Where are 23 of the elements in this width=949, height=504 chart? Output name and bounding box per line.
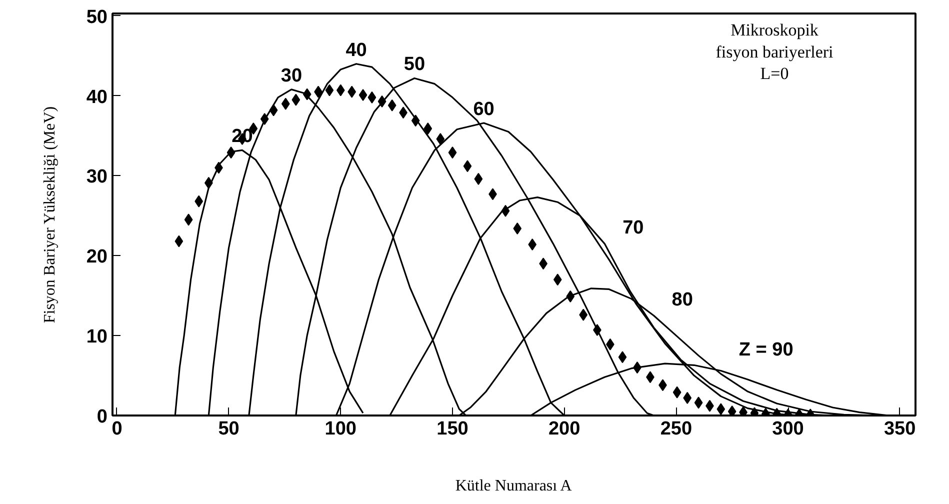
- x-axis-title: Kütle Numarası A: [455, 478, 572, 494]
- y-tick-label: 30: [86, 166, 108, 188]
- y-tick-label: 40: [86, 86, 108, 108]
- series-label: 40: [346, 40, 367, 61]
- series-label: 50: [404, 54, 426, 76]
- x-tick-label: 250: [660, 418, 692, 440]
- series-label: 80: [672, 290, 693, 311]
- x-tick-label: 300: [772, 418, 804, 440]
- y-axis-title: Fisyon Bariyer Yüksekliği (MeV): [41, 106, 58, 324]
- annotation: Mikroskopik fisyon bariyerleri L=0: [716, 20, 834, 84]
- x-tick-label: 50: [218, 418, 240, 440]
- x-tick-label: 350: [884, 418, 916, 440]
- series-label: 70: [622, 218, 644, 239]
- y-tick-label: 10: [86, 326, 108, 348]
- x-tick-label: 150: [436, 418, 468, 440]
- y-tick-label: 50: [86, 6, 108, 28]
- x-tick-label: 0: [112, 418, 122, 440]
- x-tick-label: 200: [548, 418, 580, 440]
- series-label: 30: [280, 65, 302, 86]
- y-tick-label: 20: [86, 246, 108, 268]
- series-label: 60: [473, 98, 494, 120]
- series-label: Z = 90: [738, 340, 794, 361]
- x-tick-label: 100: [324, 418, 357, 440]
